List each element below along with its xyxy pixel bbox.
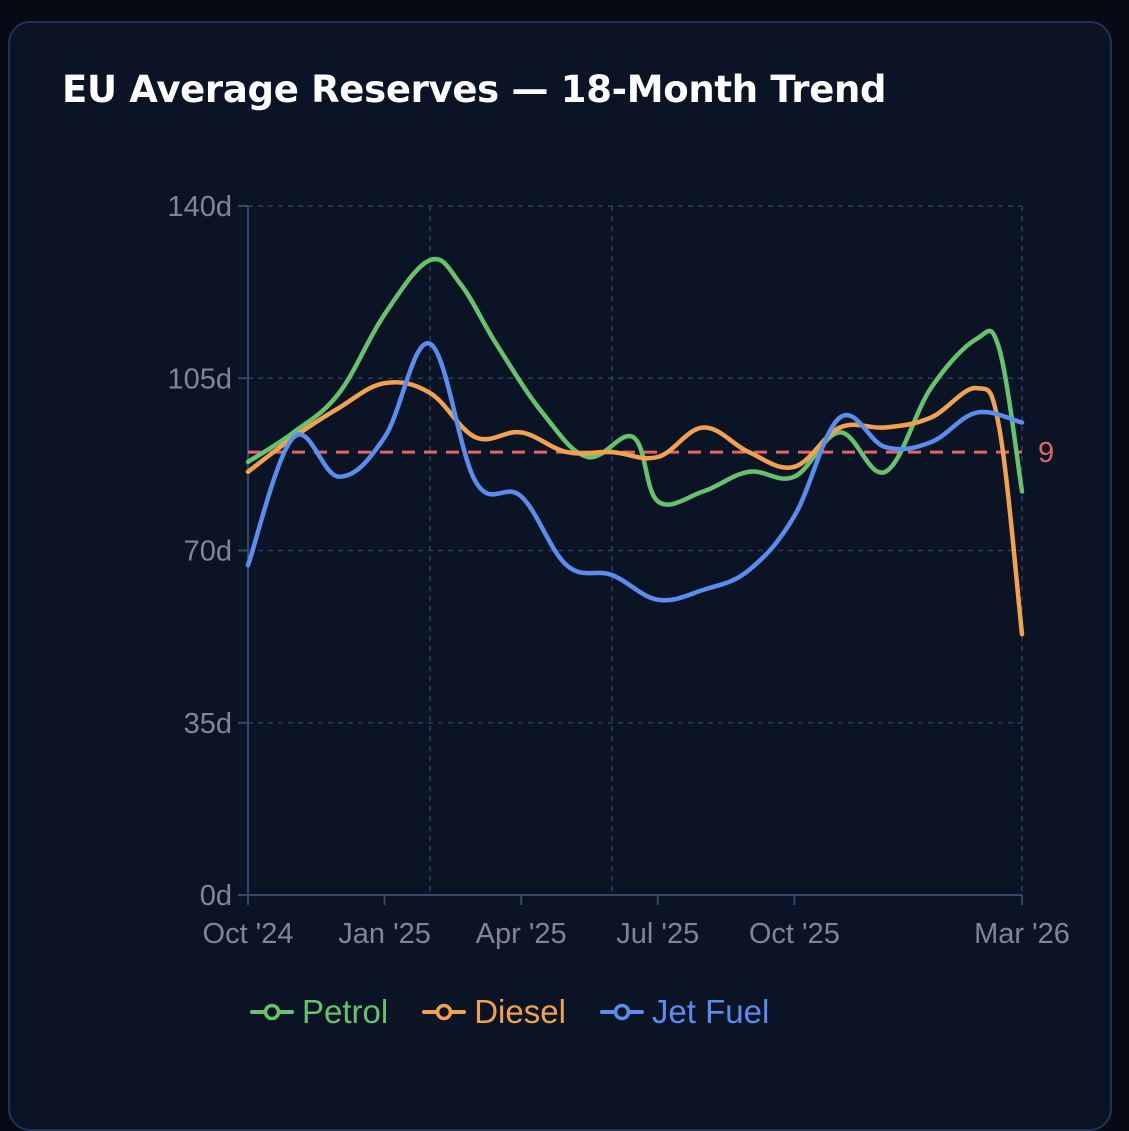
legend-swatch-jet-fuel [599,1003,644,1021]
legend-swatch-petrol [250,1003,294,1021]
legend-label: Diesel [474,993,566,1030]
series-group [245,256,1025,637]
chart-legend: Petrol Diesel Jet Fuel [250,993,769,1031]
x-tick-label: Oct '25 [749,918,840,950]
series-line-diesel [245,379,1025,637]
x-tick-label: Apr '25 [476,918,567,950]
x-tick-label: Jan '25 [338,918,431,950]
legend-label: Petrol [302,993,389,1030]
legend-label: Jet Fuel [651,993,770,1030]
legend-item-jet-fuel[interactable]: Jet Fuel [599,993,770,1031]
legend-item-diesel[interactable]: Diesel [422,993,566,1031]
legend-swatch-diesel [422,1003,467,1021]
y-tick-label: 0d [200,880,232,912]
x-tick-label: Jul '25 [616,918,699,950]
grid [248,205,1023,895]
y-tick-label: 35d [184,708,232,740]
x-tick-label: Oct '24 [203,918,294,950]
axes: 0d 35d 70d 105d 140d Oct '24 Jan '25 Apr '25 Jul… [167,191,1069,950]
series-line-petrol [245,256,1025,507]
legend-item-petrol[interactable]: Petrol [250,993,388,1031]
chart-title: EU Average Reserves — 18-Month Trend [62,68,887,111]
x-tick-label: Mar '26 [974,918,1070,950]
y-tick-label: 140d [167,191,232,223]
series-line-jet-fuel [245,341,1025,603]
reference-line-group: 9 [248,437,1054,469]
reference-line-label: 9 [1038,437,1054,469]
y-tick-label: 105d [167,363,232,395]
y-tick-label: 70d [184,536,232,568]
